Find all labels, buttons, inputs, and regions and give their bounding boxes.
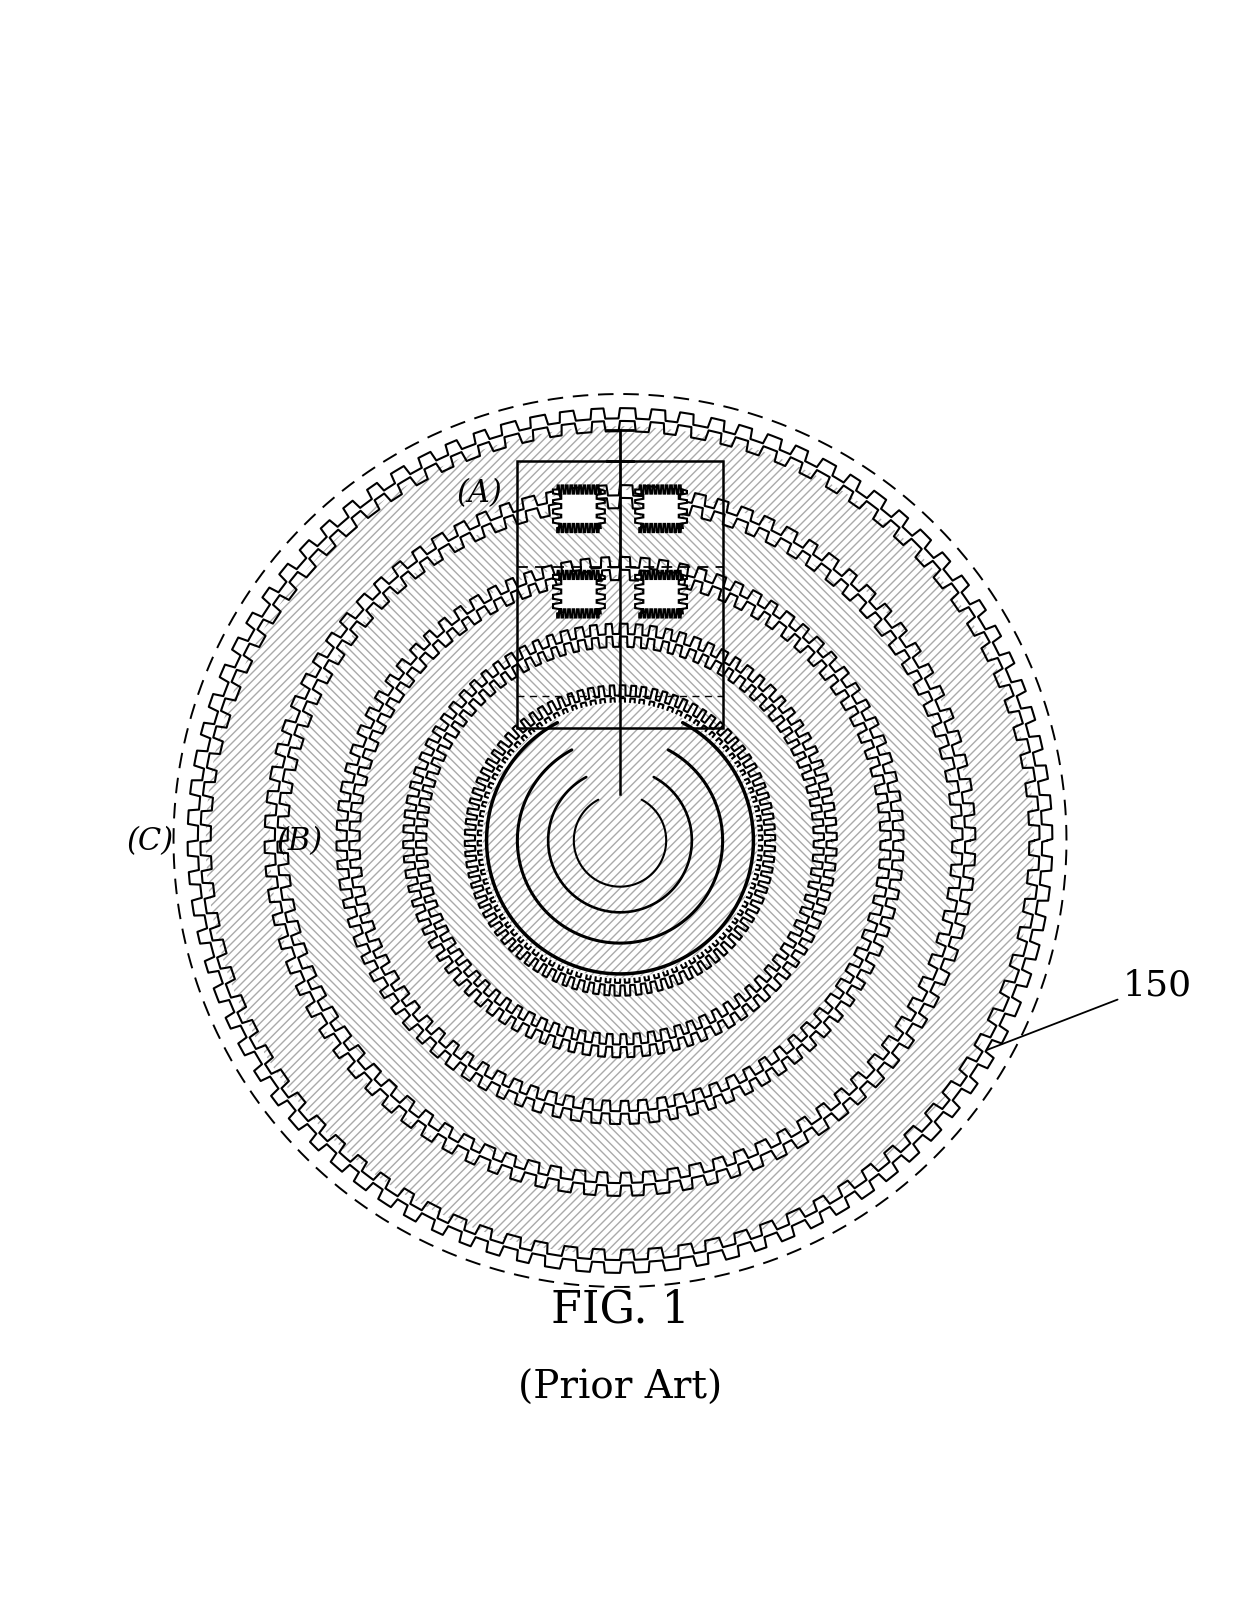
Polygon shape [422,642,818,1040]
Polygon shape [553,486,605,533]
Text: (A): (A) [456,478,502,509]
Polygon shape [192,414,1048,1268]
Polygon shape [355,576,885,1106]
Text: (C): (C) [126,825,174,857]
Polygon shape [635,571,687,618]
Polygon shape [206,427,1034,1255]
Polygon shape [482,703,758,977]
Bar [517,462,723,729]
Polygon shape [635,486,687,533]
Text: (Prior Art): (Prior Art) [518,1369,722,1406]
Polygon shape [341,563,899,1119]
Text: (B): (B) [277,825,322,857]
Text: 150: 150 [987,968,1192,1050]
Polygon shape [283,504,957,1178]
Polygon shape [482,703,758,977]
Polygon shape [270,491,970,1191]
Polygon shape [553,571,605,618]
Text: FIG. 1: FIG. 1 [551,1287,689,1331]
Polygon shape [408,629,832,1053]
Polygon shape [470,690,770,990]
Polygon shape [482,703,758,977]
